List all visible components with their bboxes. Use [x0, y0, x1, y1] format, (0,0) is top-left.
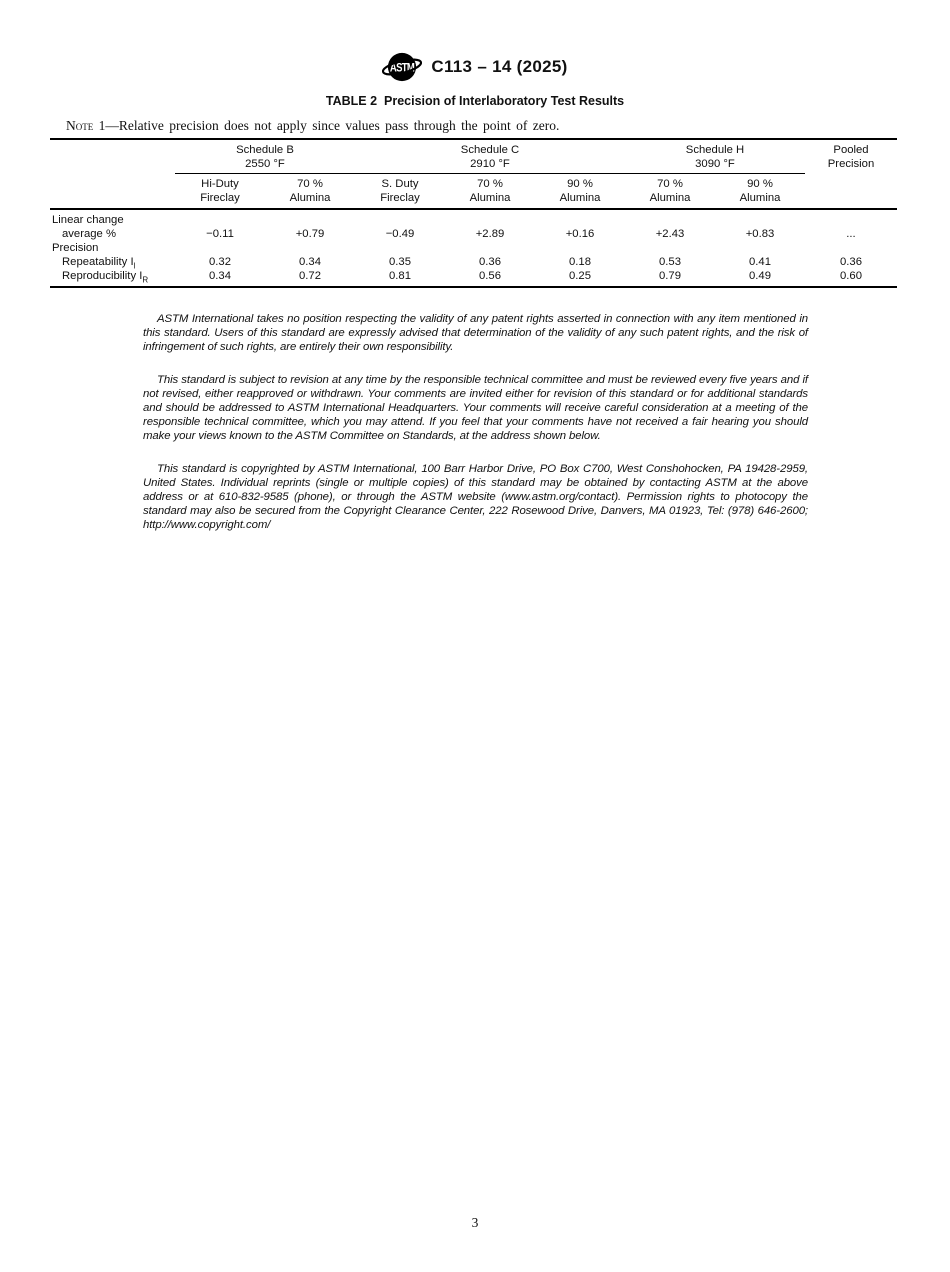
table-row: Linear change: [50, 209, 897, 227]
table-row: average % −0.11 +0.79 −0.49 +2.89 +0.16 …: [50, 227, 897, 241]
table-cell: −0.49: [385, 228, 415, 240]
row-label: Reproducibility IR: [62, 270, 149, 285]
table-cell: [625, 241, 715, 255]
table-cell: ...: [846, 228, 856, 240]
table-corner-cell: [50, 139, 175, 210]
table-cell: [355, 241, 445, 255]
table-cell: 0.41: [749, 256, 771, 268]
group-header-schedule-b: Schedule B 2550 °F: [175, 139, 355, 174]
table-row: Precision: [50, 241, 897, 255]
pooled-precision-header: Pooled Precision: [805, 139, 897, 210]
page-number: 3: [471, 1215, 479, 1230]
table-caption-label: TABLE 2: [325, 94, 378, 108]
table-cell: [805, 209, 897, 227]
table-cell: [445, 241, 535, 255]
table-cell: [805, 241, 897, 255]
table-cell: 0.35: [389, 256, 411, 268]
table-cell: +0.83: [745, 228, 775, 240]
table-cell: +0.16: [565, 228, 595, 240]
table-cell: +0.79: [295, 228, 325, 240]
table-cell: [715, 241, 805, 255]
table-cell: 0.79: [659, 270, 681, 282]
standard-designation: C113 – 14 (2025): [431, 57, 568, 76]
group-temp: 2550 °F: [245, 158, 285, 170]
row-label: Precision: [52, 242, 99, 254]
group-header-schedule-c: Schedule C 2910 °F: [355, 139, 625, 174]
astm-logo-icon: ASTM: [382, 50, 423, 84]
table-cell: 0.56: [479, 270, 501, 282]
table-cell: 0.36: [479, 256, 501, 268]
table-cell: +2.89: [475, 228, 505, 240]
table-cell: [265, 209, 355, 227]
table-cell: 0.81: [389, 270, 411, 282]
table-cell: 0.60: [840, 270, 862, 282]
note-label: Note 1: [66, 118, 106, 133]
table-cell: [355, 209, 445, 227]
group-header-schedule-h: Schedule H 3090 °F: [625, 139, 805, 174]
column-header: 90 % Alumina: [535, 173, 625, 210]
table-cell: 0.34: [209, 270, 231, 282]
group-temp: 2910 °F: [470, 158, 510, 170]
group-temp: 3090 °F: [695, 158, 735, 170]
copyright-paragraph: This standard is copyrighted by ASTM Int…: [143, 463, 808, 531]
table-cell: [535, 241, 625, 255]
pooled-line2: Precision: [827, 158, 875, 170]
table-note: Note 1—Relative precision does not apply…: [66, 118, 866, 134]
table-cell: 0.72: [299, 270, 321, 282]
table-cell: 0.34: [299, 256, 321, 268]
boilerplate-block: ASTM International takes no position res…: [143, 313, 808, 552]
pooled-line1: Pooled: [833, 144, 869, 156]
table-caption: TABLE 2 Precision of Interlaboratory Test…: [0, 94, 950, 108]
row-label: Linear change: [52, 214, 124, 226]
table-cell: [445, 209, 535, 227]
row-label: Repeatability Il: [62, 256, 136, 271]
group-name: Schedule H: [685, 144, 745, 156]
table-cell: [625, 209, 715, 227]
table-cell: [175, 209, 265, 227]
table-cell: 0.49: [749, 270, 771, 282]
table-cell: −0.11: [206, 228, 234, 240]
column-header: 70 % Alumina: [265, 173, 355, 210]
document-header: ASTM C113 – 14 (2025): [0, 50, 950, 84]
table-cell: [535, 209, 625, 227]
table-group-header-row: Schedule B 2550 °F Schedule C 2910 °F Sc…: [50, 139, 897, 210]
row-label: average %: [62, 228, 117, 240]
table-cell: 0.18: [569, 256, 591, 268]
table-cell: +2.43: [655, 228, 685, 240]
table-cell: [175, 241, 265, 255]
column-header: S. Duty Fireclay: [355, 173, 445, 210]
table-column-header-row: Hi-Duty Fireclay 70 % Alumina S. Duty Fi…: [50, 173, 897, 210]
table-cell: 0.25: [569, 270, 591, 282]
table-row: Reproducibility IR 0.34 0.72 0.81 0.56 0…: [50, 269, 897, 287]
table-cell: [715, 209, 805, 227]
patent-disclaimer-paragraph: ASTM International takes no position res…: [143, 313, 808, 353]
revision-notice-paragraph: This standard is subject to revision at …: [143, 374, 808, 442]
table-cell: [265, 241, 355, 255]
column-header: 90 % Alumina: [715, 173, 805, 210]
table-row: Repeatability Il 0.32 0.34 0.35 0.36 0.1…: [50, 255, 897, 271]
column-header: Hi-Duty Fireclay: [175, 173, 265, 210]
note-text: —Relative precision does not apply since…: [105, 118, 560, 133]
column-header: 70 % Alumina: [625, 173, 715, 210]
column-header: 70 % Alumina: [445, 173, 535, 210]
precision-table: Schedule B 2550 °F Schedule C 2910 °F Sc…: [50, 138, 897, 288]
table-cell: 0.36: [840, 256, 862, 268]
group-name: Schedule C: [460, 144, 520, 156]
group-name: Schedule B: [236, 144, 294, 156]
table-cell: 0.32: [209, 256, 231, 268]
table-caption-text: Precision of Interlaboratory Test Result…: [384, 94, 625, 108]
table-cell: 0.53: [659, 256, 681, 268]
